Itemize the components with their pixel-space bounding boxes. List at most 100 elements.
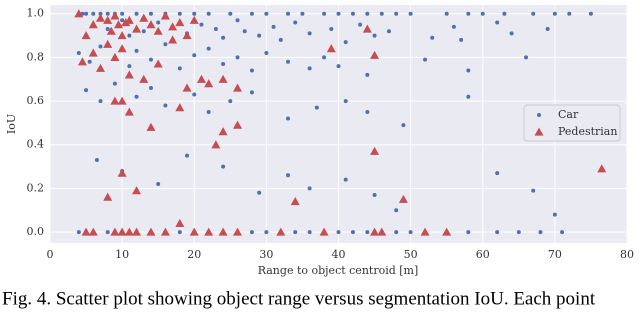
point <box>221 164 226 169</box>
point <box>293 20 298 25</box>
point <box>156 182 161 187</box>
point <box>249 11 254 16</box>
point <box>322 55 327 60</box>
x-tick-label: 50 <box>404 248 418 261</box>
point <box>394 208 399 213</box>
point <box>117 44 127 53</box>
point <box>307 66 312 71</box>
point <box>163 42 168 47</box>
point <box>286 59 291 64</box>
point <box>103 15 113 24</box>
point <box>459 37 464 42</box>
point <box>502 11 507 16</box>
point <box>326 44 336 53</box>
point <box>336 230 341 235</box>
x-tick-label: 70 <box>548 248 562 261</box>
point <box>257 190 262 195</box>
point <box>139 74 149 83</box>
x-tick-label: 10 <box>115 248 129 261</box>
point <box>114 20 124 29</box>
point <box>127 64 132 69</box>
point <box>358 22 363 27</box>
legend-label: Car <box>558 108 579 121</box>
point <box>538 230 543 235</box>
point <box>148 85 153 90</box>
legend-marker <box>537 113 541 117</box>
y-tick-label: 1.0 <box>27 7 45 20</box>
point <box>350 230 355 235</box>
point <box>81 31 91 40</box>
point <box>103 192 113 201</box>
point <box>442 227 452 236</box>
y-tick-label: 0.2 <box>27 181 45 194</box>
point <box>95 13 105 22</box>
point <box>185 153 190 158</box>
point <box>134 11 139 16</box>
point <box>398 194 408 203</box>
point <box>329 27 334 32</box>
point <box>124 227 134 236</box>
legend-marker <box>534 127 544 136</box>
x-tick-label: 80 <box>620 248 634 261</box>
point <box>124 70 134 79</box>
point <box>117 31 127 40</box>
point <box>204 227 214 236</box>
point <box>264 51 269 56</box>
point <box>76 230 81 235</box>
point <box>160 11 170 20</box>
x-axis-label: Range to object centroid [m] <box>258 264 419 277</box>
point <box>560 230 565 235</box>
point <box>249 68 254 73</box>
point <box>177 11 182 16</box>
y-tick-label: 0.6 <box>27 94 45 107</box>
point <box>495 171 500 176</box>
point <box>160 227 170 236</box>
point <box>134 48 139 53</box>
point <box>319 227 329 236</box>
point <box>146 20 156 29</box>
point <box>110 227 120 236</box>
point <box>168 22 178 31</box>
point <box>597 164 607 173</box>
point <box>76 51 81 56</box>
point <box>567 11 572 16</box>
point <box>531 11 536 16</box>
point <box>466 11 471 16</box>
point <box>377 227 387 236</box>
legend-label: Pedestrian <box>558 125 617 138</box>
point <box>110 11 120 20</box>
point <box>276 227 286 236</box>
point <box>218 227 228 236</box>
point <box>91 11 96 16</box>
point <box>218 74 228 83</box>
point <box>264 11 269 16</box>
point <box>336 64 341 69</box>
point <box>290 197 300 206</box>
point <box>278 37 283 42</box>
point <box>372 33 377 38</box>
point <box>175 218 185 227</box>
point <box>235 55 240 60</box>
point <box>495 20 500 25</box>
point <box>213 27 218 32</box>
point <box>516 230 521 235</box>
point <box>196 74 206 83</box>
point <box>286 11 291 16</box>
point <box>88 20 98 29</box>
point <box>235 18 240 23</box>
point <box>110 96 120 105</box>
point <box>139 13 149 22</box>
point <box>81 227 91 236</box>
point <box>394 230 399 235</box>
point <box>192 11 197 16</box>
point <box>365 230 370 235</box>
point <box>370 227 380 236</box>
point <box>286 173 291 178</box>
point <box>146 227 156 236</box>
point <box>257 33 262 38</box>
point <box>466 230 471 235</box>
point <box>87 59 92 64</box>
point <box>199 22 204 27</box>
point <box>233 120 243 129</box>
